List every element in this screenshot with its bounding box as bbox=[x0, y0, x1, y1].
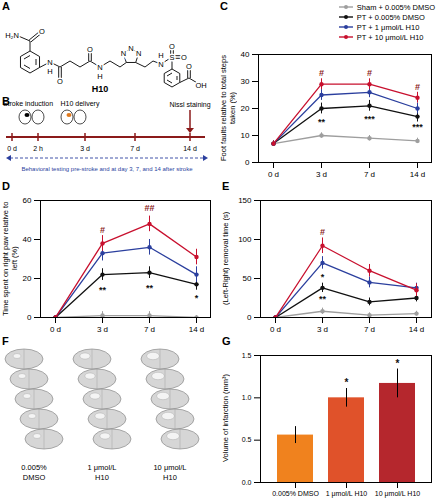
svg-text:H₂N: H₂N bbox=[5, 31, 19, 40]
svg-text:#: # bbox=[100, 225, 105, 235]
svg-text:100: 100 bbox=[238, 235, 252, 244]
svg-text:H: H bbox=[97, 72, 102, 81]
svg-text:2 h: 2 h bbox=[33, 145, 43, 152]
svg-text:#: # bbox=[367, 68, 372, 78]
svg-text:***: *** bbox=[364, 114, 375, 124]
svg-text:N: N bbox=[136, 49, 141, 58]
svg-text:**: ** bbox=[318, 117, 326, 127]
svg-text:*: * bbox=[321, 272, 325, 282]
svg-text:#: # bbox=[320, 227, 325, 237]
svg-text:14 d: 14 d bbox=[410, 170, 426, 179]
svg-text:1.5: 1.5 bbox=[242, 352, 252, 359]
svg-text:H10: H10 bbox=[95, 473, 109, 482]
svg-text:##: ## bbox=[144, 203, 154, 213]
svg-text:***: *** bbox=[412, 122, 423, 132]
svg-text:O: O bbox=[87, 45, 93, 54]
svg-text:3 d: 3 d bbox=[317, 325, 328, 334]
svg-text:3 d: 3 d bbox=[80, 145, 90, 152]
svg-text:H10 delivery: H10 delivery bbox=[61, 100, 100, 108]
svg-text:0 d: 0 d bbox=[268, 170, 279, 179]
svg-text:O: O bbox=[186, 62, 192, 71]
svg-text:*: * bbox=[195, 293, 199, 303]
svg-text:14 d: 14 d bbox=[189, 325, 205, 334]
svg-text:3 d: 3 d bbox=[316, 170, 327, 179]
svg-text:Behavioral testing pre-stroke: Behavioral testing pre-stroke and at day… bbox=[21, 166, 193, 172]
svg-text:H: H bbox=[158, 51, 163, 60]
svg-text:DMSO: DMSO bbox=[23, 473, 46, 482]
svg-text:O: O bbox=[181, 53, 187, 62]
svg-text:150: 150 bbox=[238, 196, 252, 205]
svg-text:3 d: 3 d bbox=[97, 325, 108, 334]
svg-text:*: * bbox=[396, 358, 400, 369]
svg-text:40: 40 bbox=[241, 50, 250, 59]
svg-text:**: ** bbox=[99, 285, 107, 295]
svg-text:50: 50 bbox=[243, 274, 252, 283]
svg-text:60: 60 bbox=[23, 196, 32, 205]
svg-text:#: # bbox=[415, 82, 420, 92]
svg-text:0 d: 0 d bbox=[50, 325, 61, 334]
svg-text:O: O bbox=[169, 42, 175, 51]
svg-text:0: 0 bbox=[245, 158, 250, 167]
svg-text:1 μmol/L H10: 1 μmol/L H10 bbox=[326, 490, 368, 498]
svg-text:Stroke induction: Stroke induction bbox=[3, 100, 53, 107]
svg-text:7 d: 7 d bbox=[144, 325, 155, 334]
svg-text:20: 20 bbox=[23, 274, 32, 283]
svg-text:H10: H10 bbox=[92, 84, 109, 94]
svg-text:#: # bbox=[319, 68, 324, 78]
svg-text:30: 30 bbox=[241, 77, 250, 86]
svg-text:10 μmol/L: 10 μmol/L bbox=[153, 463, 186, 472]
svg-text:O: O bbox=[57, 77, 63, 86]
svg-text:7 d: 7 d bbox=[130, 145, 140, 152]
svg-text:10: 10 bbox=[241, 131, 250, 140]
svg-text:H10: H10 bbox=[163, 473, 177, 482]
svg-text:20: 20 bbox=[241, 104, 250, 113]
svg-text:N: N bbox=[47, 58, 52, 67]
svg-text:0.0: 0.0 bbox=[242, 479, 252, 486]
svg-text:14 d: 14 d bbox=[409, 325, 425, 334]
svg-text:0: 0 bbox=[27, 313, 32, 322]
svg-text:N: N bbox=[121, 49, 126, 58]
svg-text:0.5: 0.5 bbox=[242, 436, 252, 443]
svg-text:**: ** bbox=[146, 283, 154, 293]
svg-text:0.005% DMSO: 0.005% DMSO bbox=[272, 490, 319, 497]
svg-text:Nissl staining: Nissl staining bbox=[169, 101, 210, 109]
svg-text:0.005%: 0.005% bbox=[21, 463, 47, 472]
svg-text:1.0: 1.0 bbox=[242, 394, 252, 401]
svg-text:*: * bbox=[345, 377, 349, 388]
svg-text:O: O bbox=[39, 27, 45, 36]
svg-text:0 d: 0 d bbox=[270, 325, 281, 334]
svg-text:N: N bbox=[128, 44, 133, 53]
svg-text:**: ** bbox=[319, 294, 327, 304]
svg-text:0 d: 0 d bbox=[7, 145, 17, 152]
svg-text:10 μmol/L H10: 10 μmol/L H10 bbox=[375, 490, 421, 498]
svg-text:H: H bbox=[47, 67, 52, 76]
svg-text:7 d: 7 d bbox=[364, 325, 375, 334]
svg-text:40: 40 bbox=[23, 235, 32, 244]
svg-text:N: N bbox=[97, 63, 102, 72]
svg-text:0: 0 bbox=[247, 313, 252, 322]
svg-text:7 d: 7 d bbox=[364, 170, 375, 179]
svg-text:OH: OH bbox=[195, 81, 206, 90]
svg-text:N: N bbox=[158, 60, 163, 69]
svg-text:S: S bbox=[169, 53, 174, 62]
svg-text:14 d: 14 d bbox=[183, 145, 197, 152]
svg-text:1 μmol/L: 1 μmol/L bbox=[88, 463, 117, 472]
